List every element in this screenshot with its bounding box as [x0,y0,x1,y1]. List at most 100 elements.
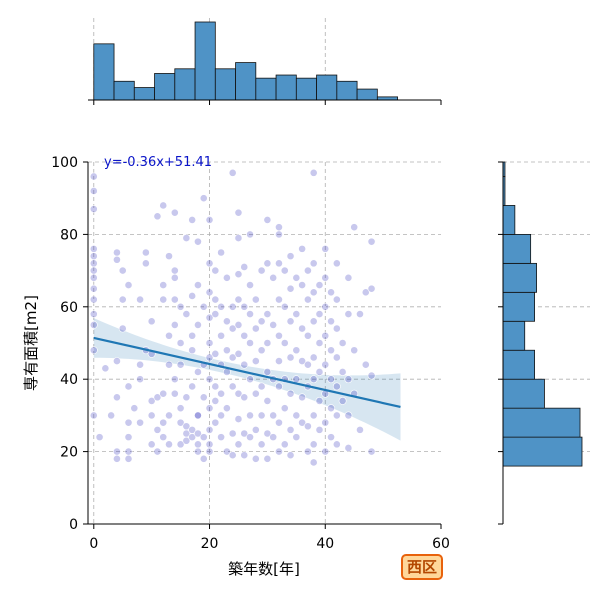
y-tick-label: 20 [60,445,78,461]
scatter-point [159,295,168,304]
scatter-point [315,397,324,405]
scatter-point [124,418,133,427]
y-axis-title: 専有面積[m2] [22,295,40,391]
scatter-point [89,295,98,304]
scatter-point [315,310,324,318]
scatter-point [304,331,312,340]
scatter-point [309,440,318,449]
scatter-point [246,230,254,239]
scatter-point [292,411,301,420]
scatter-point [159,418,168,427]
scatter-point [205,425,214,434]
scatter-point [257,266,266,275]
scatter-point [124,281,133,289]
scatter-point [327,433,335,442]
scatter-point [332,382,341,391]
scatter-point [344,273,353,282]
regression-equation-label: y=-0.36x+51.41 [104,155,212,170]
x-histogram-bar [336,80,358,101]
x-tick-label: 20 [201,536,219,552]
scatter-point [101,364,110,373]
scatter-point [309,375,318,384]
scatter-point [286,451,295,460]
scatter-point [176,404,185,413]
scatter-point [280,339,289,347]
scatter-point [194,320,202,329]
scatter-point [147,317,156,326]
scatter-point [95,433,104,442]
scatter-point [332,259,341,268]
scatter-point [182,310,191,318]
scatter-point [263,259,272,268]
x-histogram-bar [133,87,155,101]
scatter-point [182,436,191,445]
scatter-point [194,411,202,420]
scatter-point [321,273,330,282]
scatter-point [141,248,150,257]
scatter-point [332,324,341,333]
scatter-point [182,422,191,431]
scatter-point [165,440,173,449]
scatter-point [182,393,191,402]
x-histogram-bar [113,80,135,101]
scatter-point [257,317,266,326]
scatter-point [118,295,127,304]
scatter-point [234,440,243,449]
scatter-point [315,281,324,289]
scatter-point [356,310,364,318]
scatter-point [286,317,295,326]
scatter-point [257,382,266,391]
scatter-point [136,295,144,304]
y-histogram-bar [502,407,581,438]
scatter-point [159,389,168,398]
scatter-point [350,346,359,355]
scatter-point [240,263,249,271]
y-histogram-bar [502,205,516,235]
scatter-point [321,447,330,456]
scatter-point [298,324,307,333]
scatter-point [240,393,249,402]
scatter-point [113,447,121,456]
scatter-point [321,360,330,369]
scatter-point [199,302,208,311]
y-histogram-bar [502,320,526,351]
scatter-point [251,454,260,463]
scatter-point [309,411,318,420]
scatter-point [275,447,283,456]
scatter-point [136,375,144,384]
scatter-point [292,273,301,282]
scatter-point [275,230,283,239]
scatter-point [298,418,307,427]
scatter-point [153,447,162,456]
scatter-point [211,349,220,358]
scatter-point [205,447,214,456]
scatter-point [124,447,133,456]
scatter-point [234,320,243,329]
scatter-point [188,382,197,391]
scatter-point [222,346,231,355]
scatter-point [205,440,214,449]
scatter-point [344,375,353,384]
scatter-point [280,404,289,413]
y-histogram-bar [502,262,537,293]
scatter-point [222,273,231,282]
scatter-point [315,339,324,347]
scatter-point [309,168,318,177]
scatter-point [246,411,254,420]
scatter-point [309,353,318,362]
scatter-point [199,393,208,402]
scatter-point [165,360,173,369]
scatter-point [246,339,254,347]
scatter-point [275,259,283,268]
scatter-point [124,382,133,391]
scatter-point [124,454,133,463]
scatter-point [344,310,353,318]
scatter-point [234,270,243,279]
scatter-point [199,194,208,203]
scatter-point [228,168,237,177]
y-histogram-bar [502,291,536,322]
x-histogram-bar [316,74,338,101]
scatter-point [292,433,301,442]
scatter-point [188,331,197,340]
scatter-point [327,317,335,326]
